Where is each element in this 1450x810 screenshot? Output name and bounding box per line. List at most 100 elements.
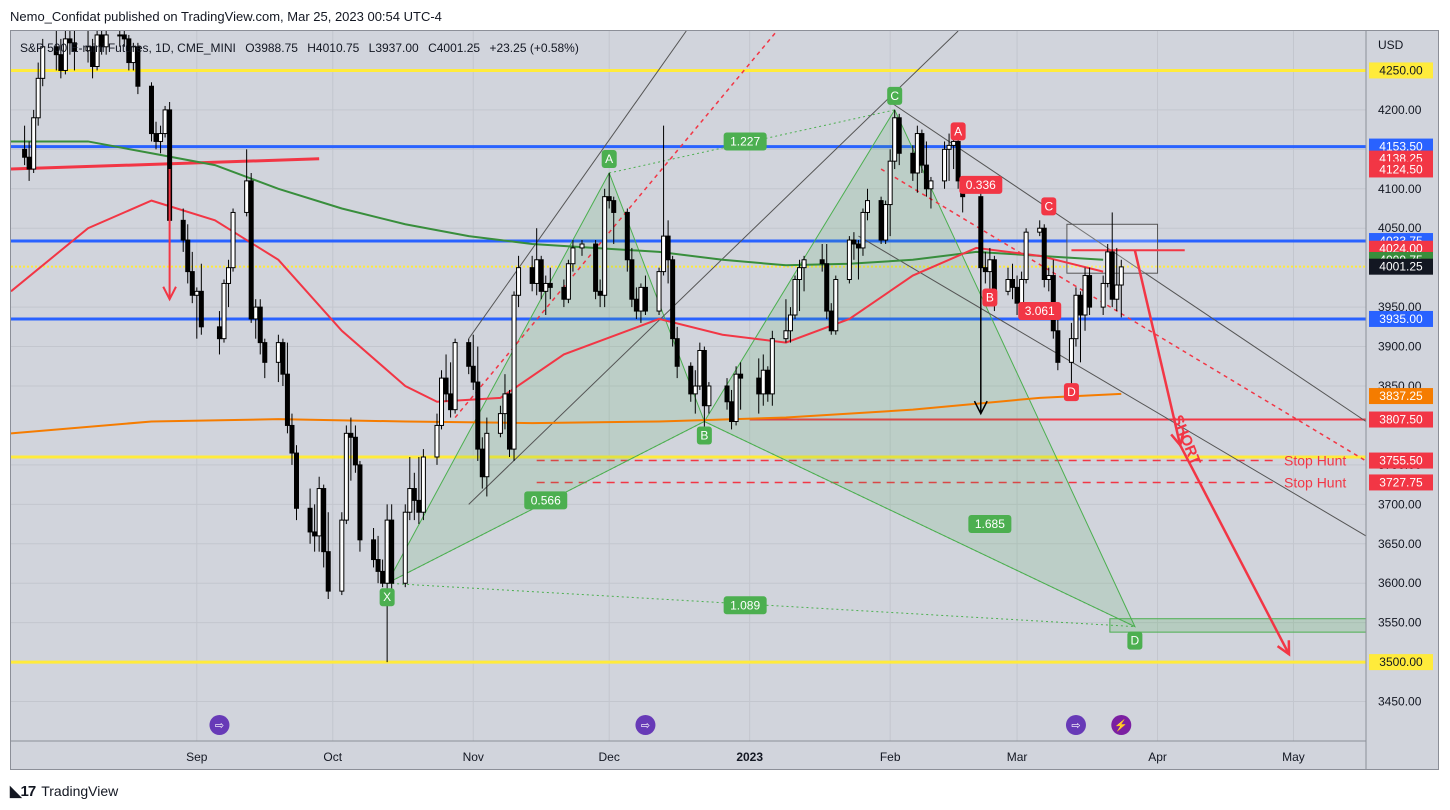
- candle-body: [1087, 275, 1093, 308]
- candle-body: [411, 488, 417, 501]
- candle-body: [103, 34, 109, 48]
- candle-body: [99, 34, 105, 48]
- candle-body: [1105, 251, 1111, 284]
- candle-body: [420, 456, 426, 513]
- candle-body: [787, 314, 793, 332]
- channel-line: [468, 31, 687, 339]
- chart-legend: S&P 500 E-mini Futures, 1D, CME_MINI O39…: [20, 40, 585, 56]
- abcd-point-label: A: [954, 124, 962, 138]
- candle-body: [656, 271, 662, 312]
- pattern-point-label-bg: [1127, 631, 1143, 650]
- candle-body: [955, 140, 961, 182]
- short-arrow-continue-head: [1276, 640, 1291, 657]
- candle-body: [642, 286, 648, 312]
- candle-body: [783, 330, 789, 340]
- abcd-point-label-bg: [1041, 197, 1057, 216]
- ratio-label-bg: [723, 596, 767, 615]
- candle-body: [321, 488, 327, 553]
- pattern-triangle-bcd: [703, 108, 1136, 628]
- ratio-label: 1.089: [730, 598, 760, 612]
- candle-body: [565, 263, 571, 300]
- candle-body: [1041, 227, 1047, 281]
- candle-body: [529, 267, 535, 284]
- ratio-label: 1.685: [975, 517, 1005, 531]
- pattern-triangle-xab: [385, 171, 705, 585]
- candle-body: [439, 377, 445, 426]
- price-tag-bg: [1369, 654, 1433, 671]
- candle-body: [26, 156, 32, 170]
- candle-body: [1082, 275, 1088, 316]
- price-tag-bg: [1369, 310, 1433, 327]
- pattern-layer: [11, 31, 1367, 633]
- candle-body: [824, 263, 830, 312]
- price-tag-bg: [1369, 161, 1433, 178]
- candle-body: [860, 211, 866, 249]
- price-tag-label: 4250.00: [1379, 63, 1423, 77]
- candle-body: [878, 200, 884, 241]
- price-tag-label: 3727.75: [1379, 475, 1423, 489]
- candle-body: [665, 235, 671, 261]
- price-tick-label: 3450.00: [1378, 695, 1422, 709]
- price-tag-bg: [1369, 62, 1433, 79]
- time-tick-label: Dec: [599, 750, 620, 764]
- candle-body: [769, 338, 775, 395]
- time-tick-label: 2023: [736, 750, 763, 764]
- price-tag-bg: [1369, 138, 1433, 155]
- time-tick-label: Apr: [1148, 750, 1167, 764]
- candle-body: [674, 338, 680, 367]
- candle-body: [289, 424, 295, 454]
- candle-body: [244, 180, 250, 213]
- target-zone: [1109, 618, 1367, 633]
- price-tick-label: 3650.00: [1378, 537, 1422, 551]
- candle-body: [801, 259, 807, 269]
- red-dashed-trendline: [454, 31, 778, 419]
- price-tick-label: 3600.00: [1378, 576, 1422, 590]
- candle-body: [624, 211, 630, 261]
- candle-body: [470, 365, 476, 383]
- candle-body: [892, 117, 898, 162]
- candle-body: [846, 239, 852, 280]
- candle-body: [162, 109, 168, 135]
- price-tag-bg: [1369, 258, 1433, 275]
- brand-footer[interactable]: ◣17 TradingView: [10, 780, 118, 802]
- candle-body: [130, 46, 136, 64]
- candle-body: [1073, 294, 1079, 340]
- candle-body: [593, 243, 599, 292]
- candle-body: [389, 519, 395, 584]
- ratio-label-bg: [723, 132, 767, 151]
- price-chart[interactable]: Stop Hunt Stop Hunt X A B C D A B C D 1.227 0.566 1.…: [11, 31, 1438, 769]
- legend-low: L3937.00: [368, 41, 419, 55]
- chart-frame[interactable]: Stop Hunt Stop Hunt X A B C D A B C D 1.227 0.566 1.…: [10, 30, 1439, 770]
- candle-body: [416, 499, 422, 513]
- dividend-event-icon: [635, 715, 656, 735]
- candle-body: [855, 243, 861, 249]
- candle-body: [1118, 266, 1124, 286]
- price-tag-label: 3807.50: [1379, 413, 1423, 427]
- candle-body: [729, 401, 735, 422]
- candle-body: [792, 279, 798, 316]
- candle-body: [22, 148, 28, 158]
- ratio-label-bg: [524, 491, 568, 510]
- candle-body: [579, 243, 585, 249]
- candle-body: [339, 519, 345, 592]
- candle-body: [284, 373, 290, 426]
- short-annotation: SHORT: [1168, 413, 1203, 468]
- candle-body: [53, 46, 59, 56]
- descending-channel-line: [889, 101, 1367, 422]
- candle-body: [928, 180, 934, 190]
- price-tag-label: 4001.25: [1379, 260, 1423, 274]
- abcd-point-label: B: [986, 290, 994, 304]
- candle-body: [611, 200, 617, 213]
- tradingview-logo-icon: ◣17: [10, 783, 36, 800]
- price-tick-label: 4100.00: [1378, 182, 1422, 196]
- event-icon-glyph: ⇨: [641, 720, 650, 732]
- candle-body: [833, 279, 839, 332]
- price-tick-label: 4200.00: [1378, 103, 1422, 117]
- pattern-point-label-bg: [696, 426, 712, 445]
- candle-body: [1005, 279, 1011, 292]
- candles-layer: [22, 31, 1124, 663]
- candle-body: [1077, 294, 1083, 316]
- price-tag-label: 3935.00: [1379, 312, 1423, 326]
- candle-body: [67, 38, 73, 44]
- candle-body: [538, 259, 544, 292]
